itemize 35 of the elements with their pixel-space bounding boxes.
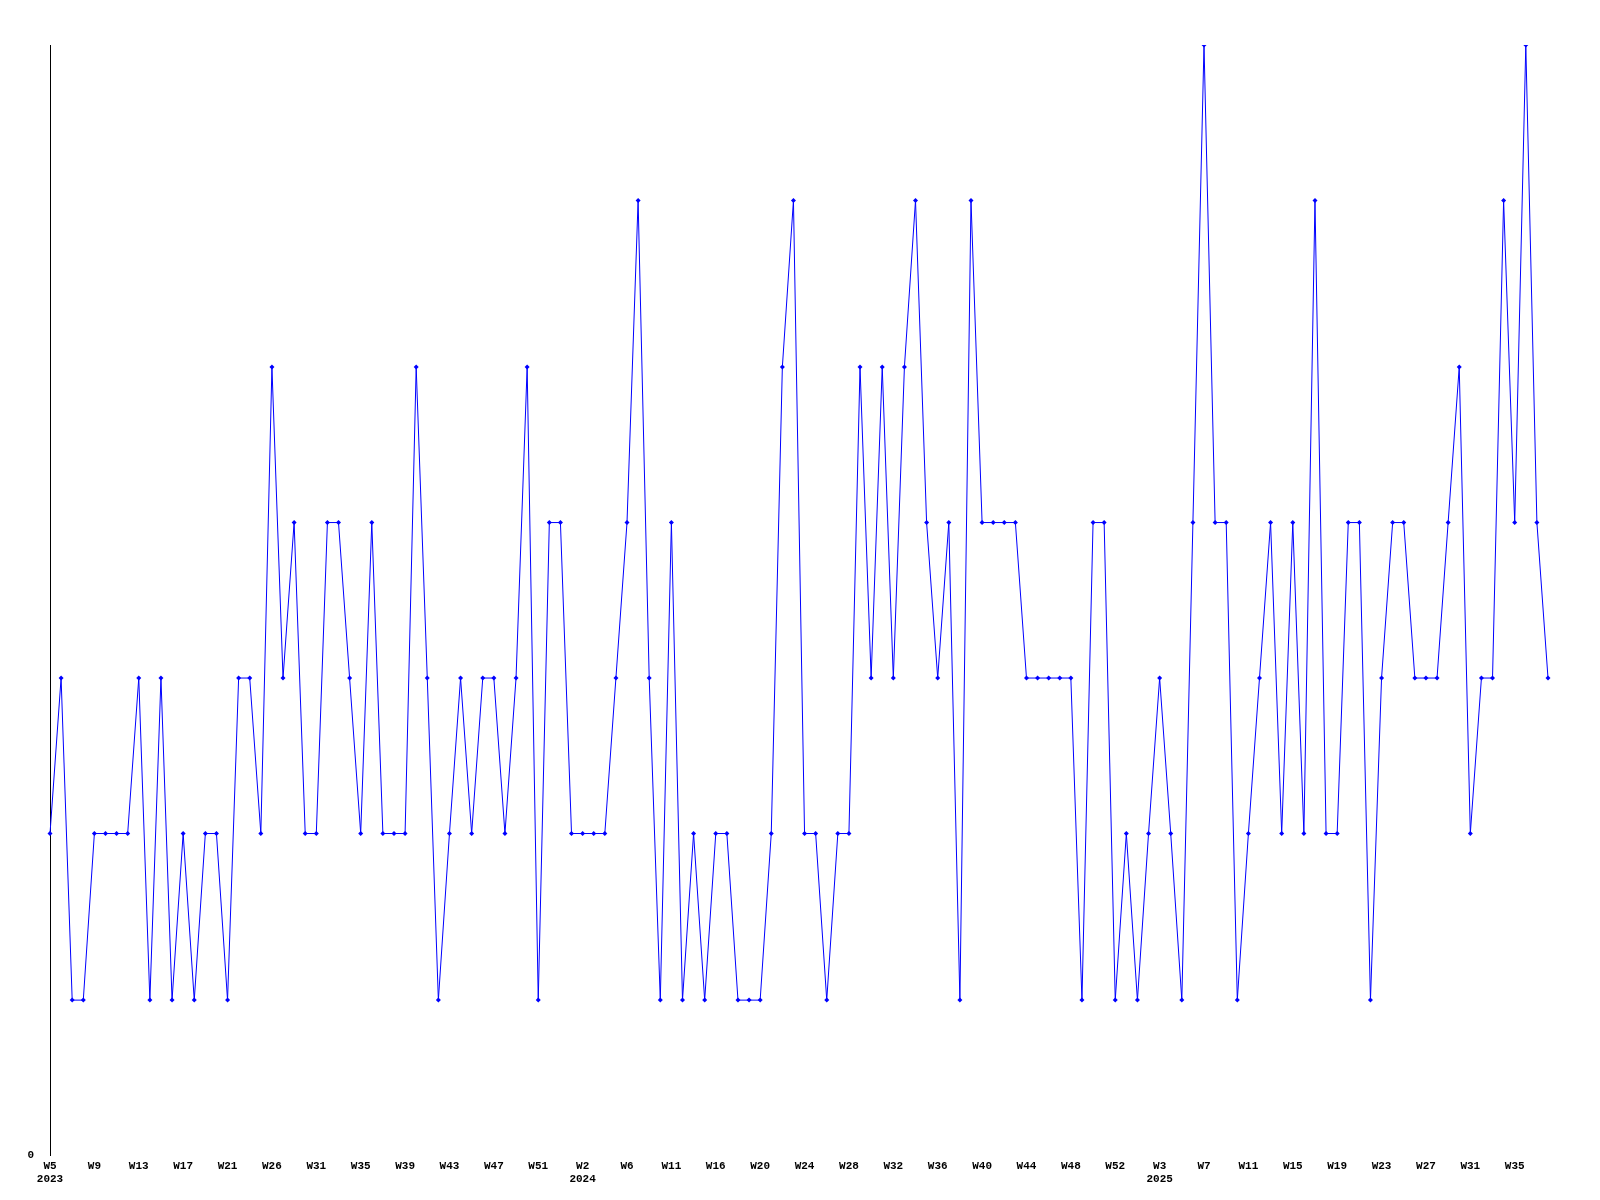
x-tick-label: W35 [1504, 1159, 1526, 1172]
x-tick-label: W31 [1460, 1159, 1481, 1172]
x-tick-label: W27 [1416, 1159, 1436, 1172]
x-tick-label: W11 [661, 1159, 682, 1172]
x-tick-label: W51 [528, 1159, 549, 1172]
x-tick-label: W11 [1238, 1159, 1259, 1172]
x-tick-label: W48 [1060, 1159, 1082, 1172]
x-tick-label: W40 [972, 1159, 992, 1172]
x-tick-label: W24 [794, 1159, 815, 1172]
x-tick-label: W28 [839, 1159, 860, 1172]
x-tick-label: W52 [1105, 1159, 1126, 1172]
x-tick-label: W5 2023 [36, 1159, 64, 1186]
x-tick-label: W36 [927, 1159, 948, 1172]
x-tick-label: W23 [1371, 1159, 1392, 1172]
x-tick-label: W17 [173, 1159, 194, 1172]
x-tick-label: W19 [1327, 1159, 1348, 1172]
x-tick-label: W39 [395, 1159, 415, 1172]
x-tick-label: W9 [87, 1159, 101, 1172]
x-tick-label: W35 [350, 1159, 371, 1172]
x-tick-label: W21 [217, 1159, 238, 1172]
text: 0 [27, 1149, 34, 1162]
x-tick-label: W43 [439, 1159, 460, 1172]
x-tick-label: W47 [483, 1159, 504, 1172]
x-tick-label: W16 [705, 1159, 726, 1172]
x-tick-label: W44 [1016, 1159, 1037, 1172]
x-tick-label: W13 [128, 1159, 150, 1172]
x-tick-label: W3 2025 [1146, 1159, 1174, 1186]
x-tick-label: W7 [1197, 1159, 1211, 1172]
x-tick-label: W26 [262, 1159, 282, 1172]
x-tick-label: W32 [883, 1159, 904, 1172]
x-tick-label: W31 [306, 1159, 327, 1172]
x-tick-label: W20 [750, 1159, 771, 1172]
x-tick-label: W2 2024 [569, 1159, 597, 1186]
x-tick-label: W6 [620, 1159, 634, 1172]
x-tick-label: W15 [1282, 1159, 1304, 1172]
